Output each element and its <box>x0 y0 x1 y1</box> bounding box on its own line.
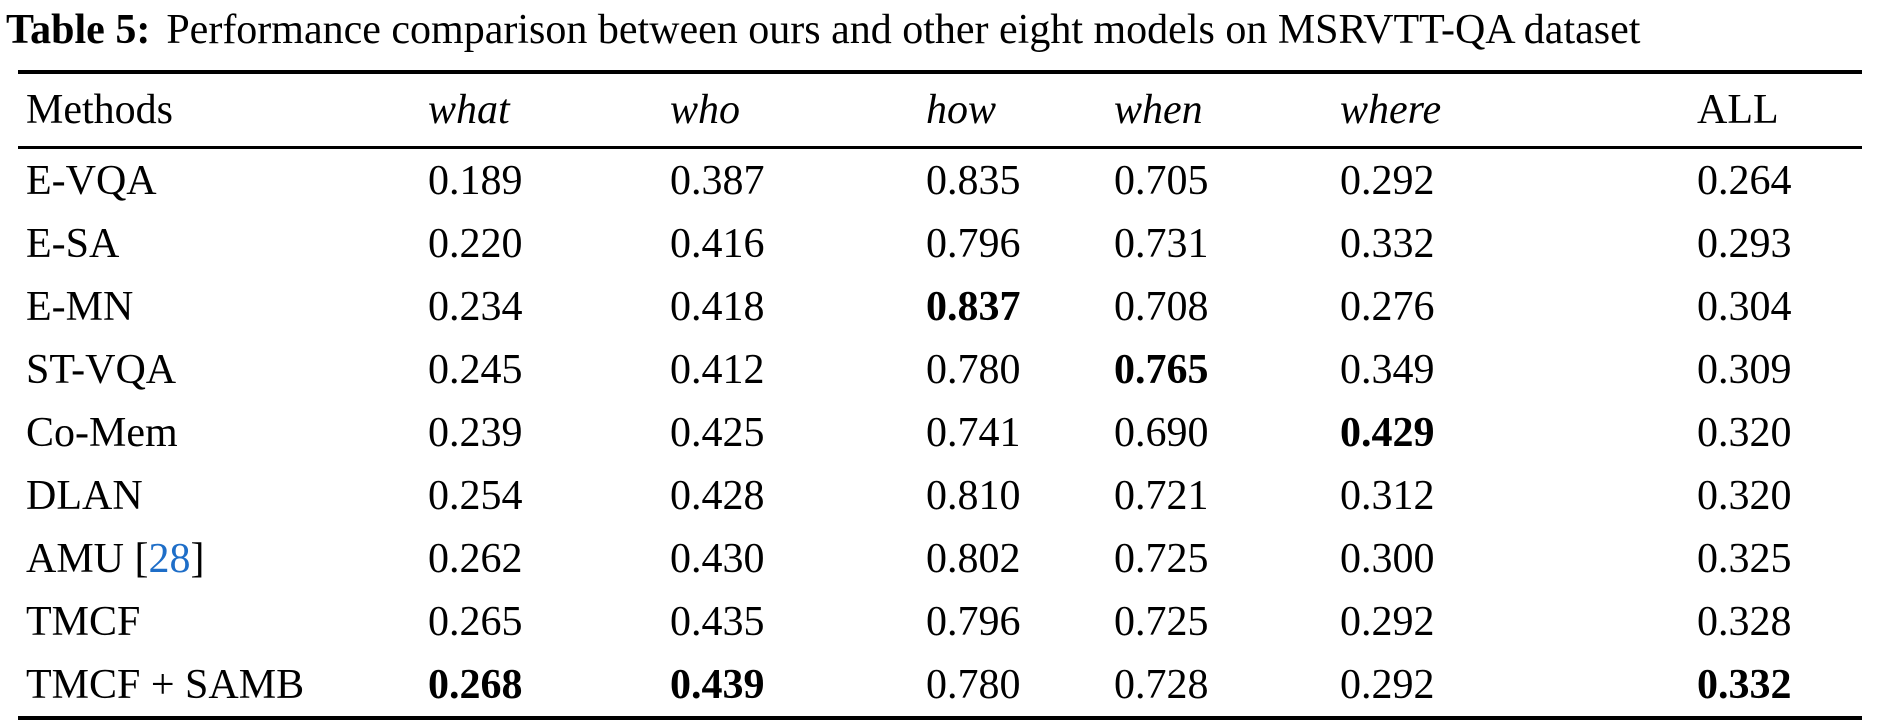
method-label: ] <box>190 535 205 582</box>
method-cell: ST-VQA <box>26 346 177 393</box>
value-cell: 0.731 <box>1114 220 1209 267</box>
value-cell: 0.728 <box>1114 661 1209 708</box>
value-cell: 0.320 <box>1697 472 1792 519</box>
value-cell: 0.705 <box>1114 157 1209 204</box>
value-cell: 0.835 <box>926 157 1021 204</box>
column-header-where: where <box>1340 72 1697 149</box>
column-header-how: how <box>926 72 1114 149</box>
value-cell: 0.802 <box>926 535 1021 582</box>
method-cell: E-VQA <box>26 157 157 204</box>
value-cell: 0.810 <box>926 472 1021 519</box>
value-cell: 0.262 <box>428 535 523 582</box>
value-cell: 0.765 <box>1114 346 1209 393</box>
value-cell: 0.429 <box>1340 409 1435 456</box>
value-cell: 0.304 <box>1697 283 1792 330</box>
value-cell: 0.430 <box>670 535 765 582</box>
value-cell: 0.690 <box>1114 409 1209 456</box>
value-cell: 0.264 <box>1697 157 1792 204</box>
column-header-all: ALL <box>1697 72 1862 149</box>
value-cell: 0.328 <box>1697 598 1792 645</box>
value-cell: 0.245 <box>428 346 523 393</box>
value-cell: 0.349 <box>1340 346 1435 393</box>
column-header-who: who <box>670 72 926 149</box>
method-cell: E-MN <box>26 283 134 330</box>
value-cell: 0.708 <box>1114 283 1209 330</box>
value-cell: 0.780 <box>926 661 1021 708</box>
method-cell: DLAN <box>26 472 143 519</box>
method-cell: AMU [28] <box>18 527 428 590</box>
value-cell: 0.309 <box>1697 346 1792 393</box>
citation-link[interactable]: 28 <box>148 535 191 582</box>
value-cell: 0.220 <box>428 220 523 267</box>
value-cell: 0.435 <box>670 598 765 645</box>
method-cell: TMCF + SAMB <box>26 661 305 708</box>
value-cell: 0.387 <box>670 157 765 204</box>
table-caption-text: Performance comparison between ours and … <box>166 7 1641 53</box>
table-row: DLAN 0.254 0.428 0.810 0.721 0.312 0.320 <box>18 464 1862 527</box>
value-cell: 0.320 <box>1697 409 1792 456</box>
value-cell: 0.189 <box>428 157 523 204</box>
table-header: Methods what who how when where ALL <box>18 72 1862 149</box>
column-header-what: what <box>428 72 670 149</box>
value-cell: 0.292 <box>1340 157 1435 204</box>
table-row: TMCF 0.265 0.435 0.796 0.725 0.292 0.328 <box>18 590 1862 653</box>
value-cell: 0.265 <box>428 598 523 645</box>
table-row: E-VQA 0.189 0.387 0.835 0.705 0.292 0.264 <box>18 148 1862 213</box>
value-cell: 0.416 <box>670 220 765 267</box>
value-cell: 0.418 <box>670 283 765 330</box>
value-cell: 0.721 <box>1114 472 1209 519</box>
value-cell: 0.796 <box>926 220 1021 267</box>
table-row: E-MN 0.234 0.418 0.837 0.708 0.276 0.304 <box>18 275 1862 338</box>
value-cell: 0.725 <box>1114 535 1209 582</box>
method-cell: TMCF <box>26 598 141 645</box>
column-header-when: when <box>1114 72 1340 149</box>
value-cell: 0.234 <box>428 283 523 330</box>
results-table: Methods what who how when where ALL E-VQA 0.189… <box>18 70 1862 720</box>
value-cell: 0.439 <box>670 661 765 708</box>
value-cell: 0.796 <box>926 598 1021 645</box>
value-cell: 0.780 <box>926 346 1021 393</box>
value-cell: 0.268 <box>428 661 523 708</box>
value-cell: 0.239 <box>428 409 523 456</box>
value-cell: 0.837 <box>926 283 1021 330</box>
table-row: E-SA 0.220 0.416 0.796 0.731 0.332 0.293 <box>18 212 1862 275</box>
table-row: Co-Mem 0.239 0.425 0.741 0.690 0.429 0.320 <box>18 401 1862 464</box>
value-cell: 0.428 <box>670 472 765 519</box>
value-cell: 0.292 <box>1340 661 1435 708</box>
table-row: AMU [28] 0.262 0.430 0.802 0.725 0.300 0.325 <box>18 527 1862 590</box>
value-cell: 0.293 <box>1697 220 1792 267</box>
value-cell: 0.332 <box>1697 661 1792 708</box>
value-cell: 0.412 <box>670 346 765 393</box>
table-caption: Table 5: Performance comparison between o… <box>6 0 1640 60</box>
value-cell: 0.254 <box>428 472 523 519</box>
header-row: Methods what who how when where ALL <box>18 72 1862 149</box>
method-label: AMU [ <box>26 535 149 582</box>
table-caption-label: Table 5: <box>6 7 151 53</box>
table-row: ST-VQA 0.245 0.412 0.780 0.765 0.349 0.309 <box>18 338 1862 401</box>
method-cell: Co-Mem <box>26 409 178 456</box>
value-cell: 0.741 <box>926 409 1021 456</box>
table-body: E-VQA 0.189 0.387 0.835 0.705 0.292 0.264 E-SA 0… <box>18 148 1862 719</box>
value-cell: 0.425 <box>670 409 765 456</box>
value-cell: 0.276 <box>1340 283 1435 330</box>
method-cell: E-SA <box>26 220 120 267</box>
value-cell: 0.312 <box>1340 472 1435 519</box>
value-cell: 0.292 <box>1340 598 1435 645</box>
value-cell: 0.332 <box>1340 220 1435 267</box>
value-cell: 0.725 <box>1114 598 1209 645</box>
value-cell: 0.325 <box>1697 535 1792 582</box>
value-cell: 0.300 <box>1340 535 1435 582</box>
table-row: TMCF + SAMB 0.268 0.439 0.780 0.728 0.292 0.33… <box>18 653 1862 718</box>
column-header-methods: Methods <box>18 72 428 149</box>
